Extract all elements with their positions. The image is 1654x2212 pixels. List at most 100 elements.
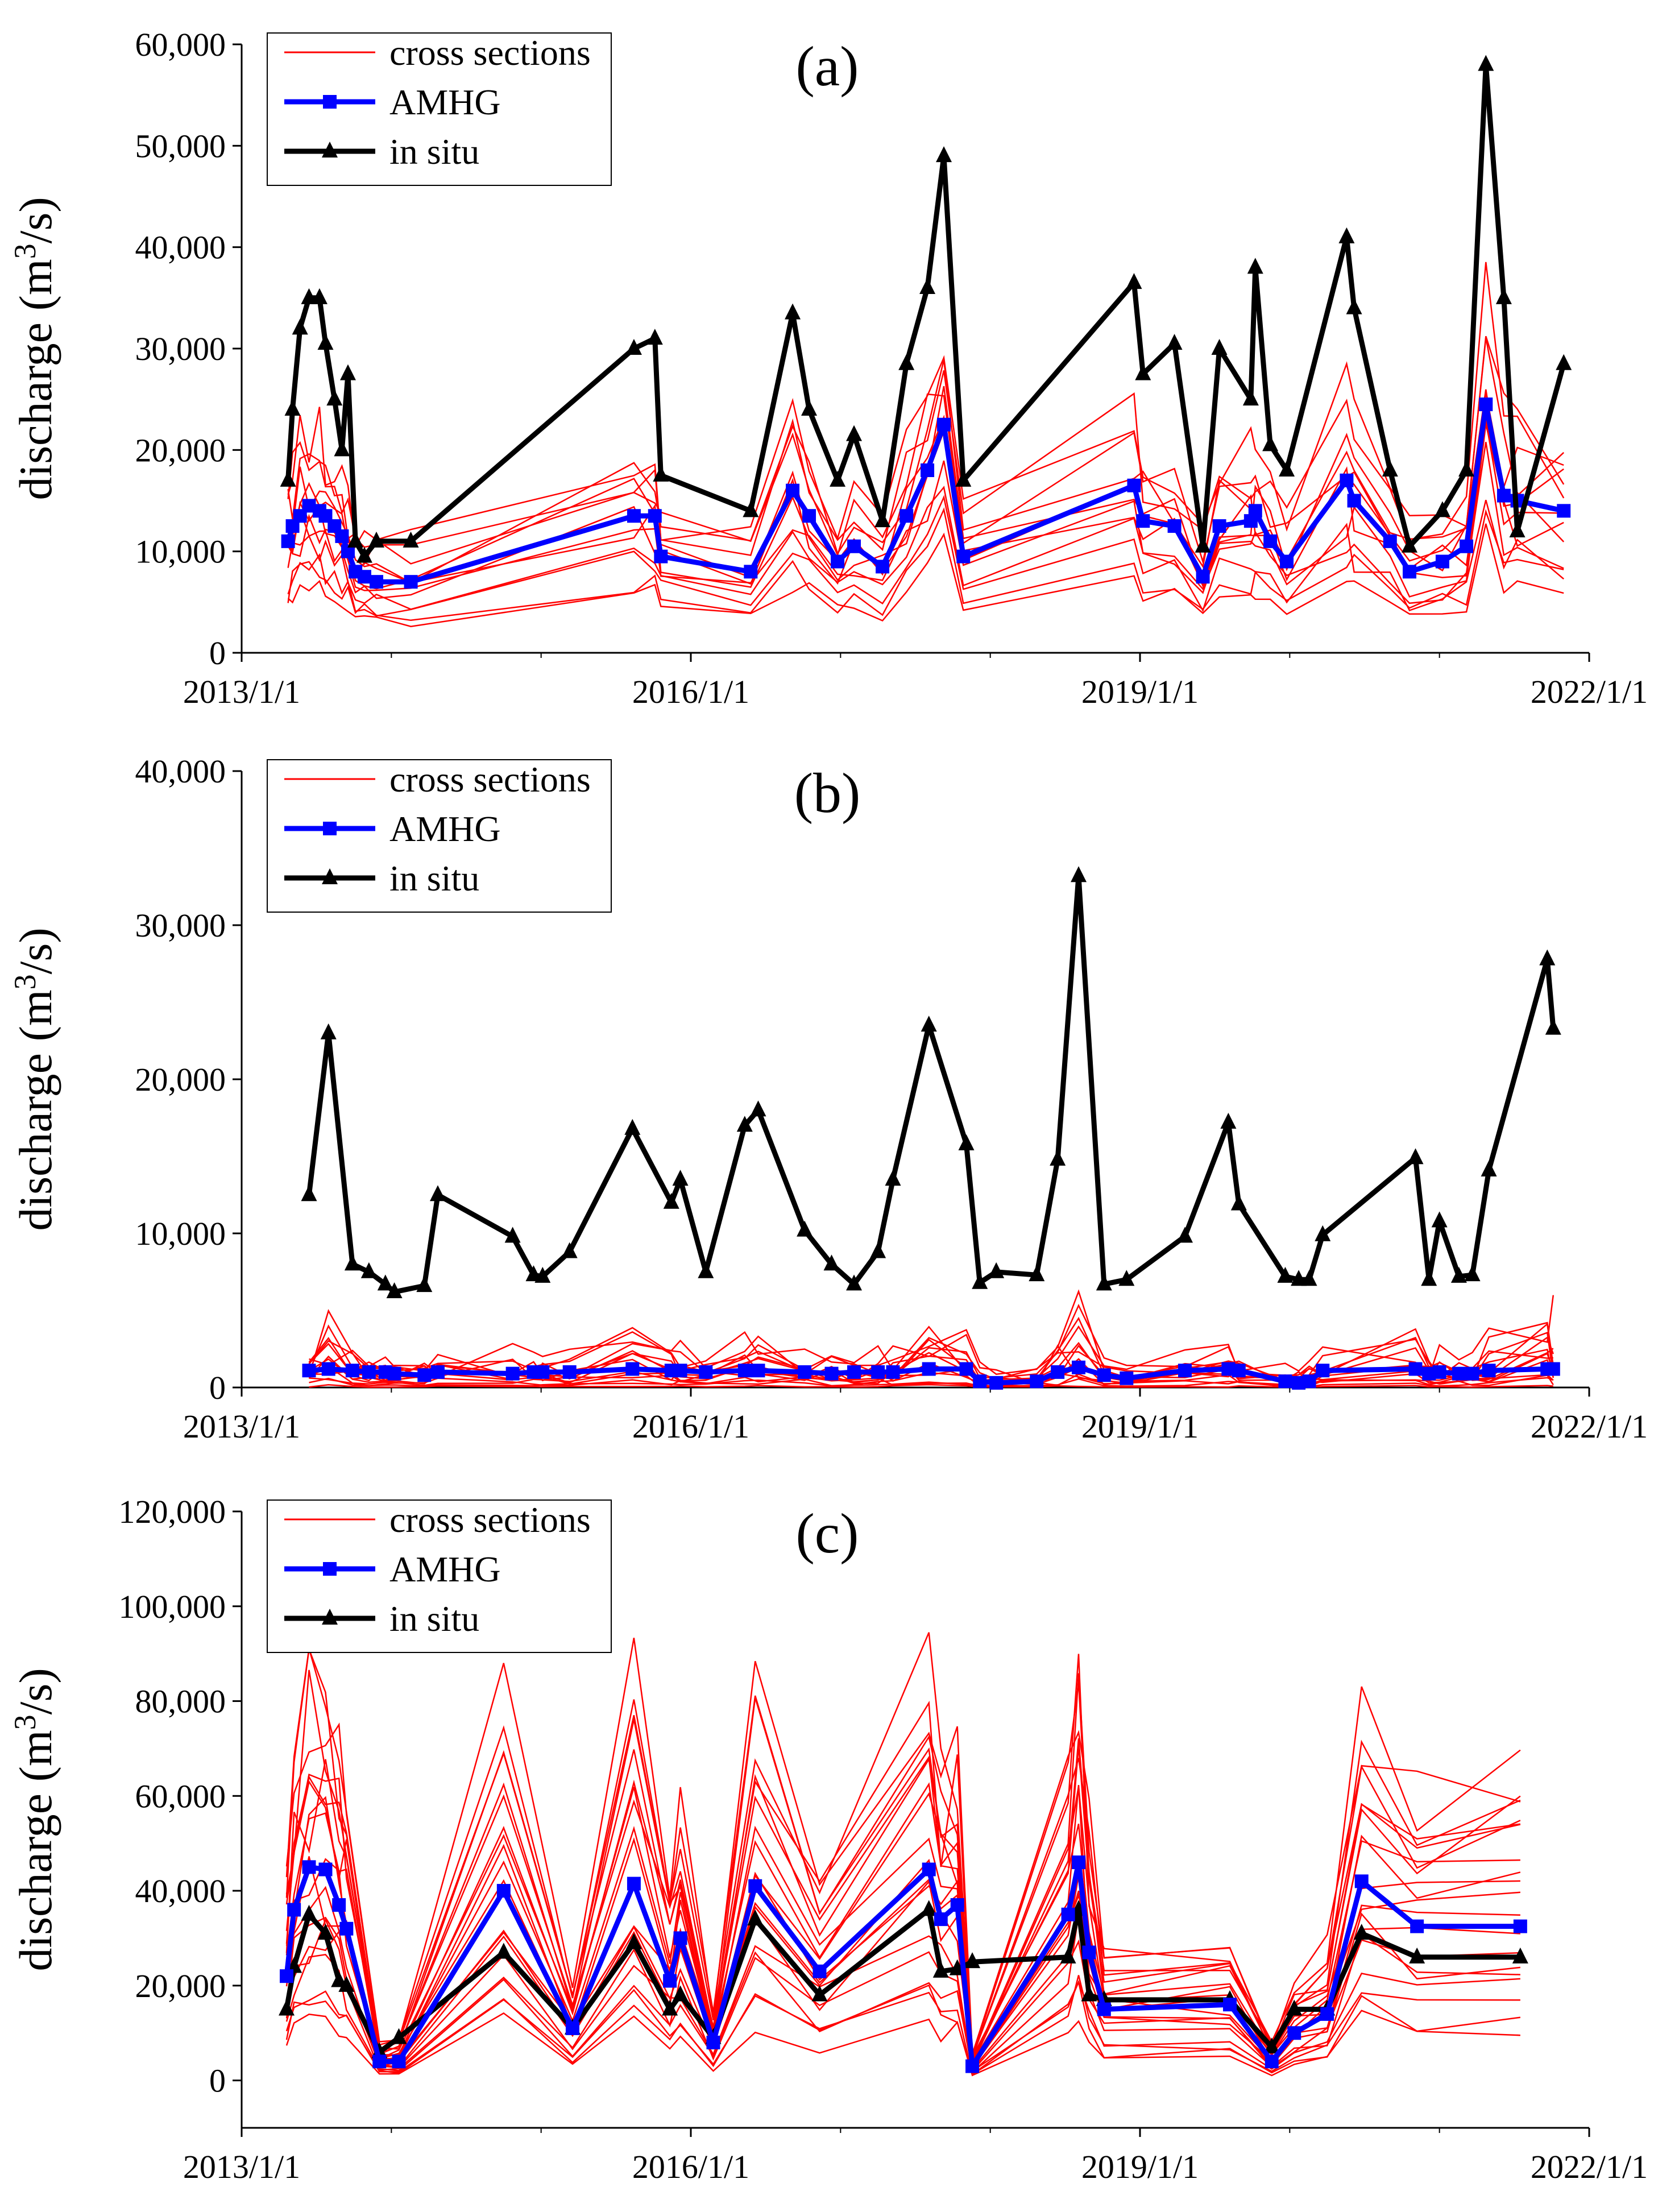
amhg-point (280, 1969, 293, 1983)
in-situ-point (964, 1952, 981, 1969)
in-situ-point (1402, 536, 1417, 553)
in-situ-point (747, 1909, 764, 1926)
amhg-point (1120, 1371, 1134, 1385)
y-tick-label: 80,000 (135, 1683, 226, 1720)
in-situ-point (811, 1985, 828, 2002)
amhg-point (973, 1374, 987, 1389)
amhg-point (699, 1365, 713, 1379)
in-situ-point (801, 400, 818, 416)
in-situ-point (344, 1254, 360, 1271)
cross-section-line (287, 359, 1564, 584)
amhg-point (1280, 554, 1294, 569)
cross-section-line (308, 1324, 1554, 1386)
in-situ-point (1539, 949, 1556, 966)
amhg-point (1432, 1365, 1446, 1379)
in-situ-point (1060, 1947, 1076, 1964)
x-tick-label: 2019/1/1 (1081, 1408, 1199, 1445)
in-situ-point (1301, 1270, 1317, 1286)
in-situ-point (988, 1262, 1005, 1278)
amhg-point (1178, 1364, 1192, 1378)
amhg-point (1316, 1364, 1330, 1378)
amhg-point (786, 483, 800, 498)
panel-label: (b) (794, 761, 861, 825)
in-situ-point (625, 339, 642, 355)
amhg-point (921, 463, 935, 477)
amhg-point (1383, 534, 1397, 548)
in-situ-point (1177, 1227, 1193, 1243)
amhg-point (345, 1364, 359, 1378)
y-tick-label: 120,000 (119, 1493, 226, 1530)
legend-label-in-situ: in situ (389, 131, 479, 172)
amhg-point (1097, 2002, 1111, 2016)
in-situ-point (1279, 461, 1295, 477)
cross-section-line (285, 1975, 1520, 2076)
amhg-point (744, 565, 758, 579)
panel-label: (a) (796, 35, 859, 98)
in-situ-point (1220, 1112, 1237, 1129)
y-tick-label: 0 (209, 2062, 226, 2099)
in-situ-point (391, 2028, 407, 2044)
in-situ-point (292, 318, 308, 335)
in-situ-point (958, 1134, 975, 1150)
legend-label-amhg: AMHG (389, 809, 501, 849)
amhg-point (802, 509, 816, 523)
in-situ-point (301, 288, 317, 304)
amhg-point (737, 1364, 752, 1378)
amhg-point (1320, 2007, 1334, 2021)
amhg-point (1403, 565, 1416, 579)
in-situ-point (534, 1266, 551, 1283)
amhg-point (1072, 1360, 1086, 1374)
amhg-point (1557, 504, 1571, 518)
in-situ-point (1409, 1947, 1425, 1964)
in-situ-point (955, 470, 972, 487)
amhg-point (339, 1921, 354, 1936)
amhg-point (748, 1879, 762, 1893)
amhg-point (370, 575, 383, 589)
amhg-point (335, 529, 349, 543)
amhg-point (1513, 1919, 1527, 1933)
in-situ-point (932, 1961, 949, 1978)
in-situ-point (403, 531, 419, 548)
in-situ-point (368, 531, 384, 548)
y-axis-label: discharge (m3/s) (8, 197, 61, 500)
amhg-point (505, 1366, 520, 1381)
amhg-point (627, 1877, 641, 1891)
legend-label-amhg: AMHG (389, 1549, 501, 1589)
in-situ-point (1166, 334, 1183, 350)
in-situ-point (301, 1185, 317, 1202)
legend-marker-amhg (323, 822, 337, 835)
amhg-point (332, 1898, 346, 1912)
x-tick-label: 2019/1/1 (1081, 2148, 1199, 2185)
in-situ-point (846, 425, 863, 441)
cross-section-line (309, 1383, 1553, 1388)
amhg-point (1497, 488, 1511, 503)
amhg-point (899, 509, 914, 523)
in-situ-point (1431, 1211, 1448, 1228)
amhg-point (417, 1368, 432, 1382)
amhg-point (886, 1365, 900, 1379)
legend-marker-amhg (323, 95, 337, 109)
amhg-point (798, 1365, 812, 1379)
in-situ-point (1458, 461, 1475, 477)
in-situ-point (797, 1220, 813, 1237)
in-situ-point (386, 1282, 403, 1298)
amhg-point (989, 1376, 1004, 1390)
cross-section-line (309, 1339, 1553, 1385)
in-situ-point (936, 146, 952, 163)
in-situ-point (317, 1924, 334, 1940)
in-situ-point (1495, 288, 1512, 304)
cross-section-line (287, 507, 1564, 622)
x-tick-label: 2019/1/1 (1081, 673, 1199, 710)
amhg-point (1460, 539, 1474, 553)
in-situ-point (416, 1276, 433, 1293)
cross-section-line (308, 1295, 1554, 1379)
in-situ-point (874, 511, 891, 528)
legend-marker-in-situ (322, 1609, 338, 1625)
legend: cross sections AMHG in situ (267, 32, 612, 186)
cross-section-line (285, 2010, 1520, 2077)
x-tick-label: 2013/1/1 (183, 673, 300, 710)
amhg-point (392, 2054, 406, 2069)
in-situ-point (1135, 364, 1151, 380)
in-situ-point (561, 1242, 578, 1258)
legend: cross sections AMHG in situ (267, 759, 612, 913)
